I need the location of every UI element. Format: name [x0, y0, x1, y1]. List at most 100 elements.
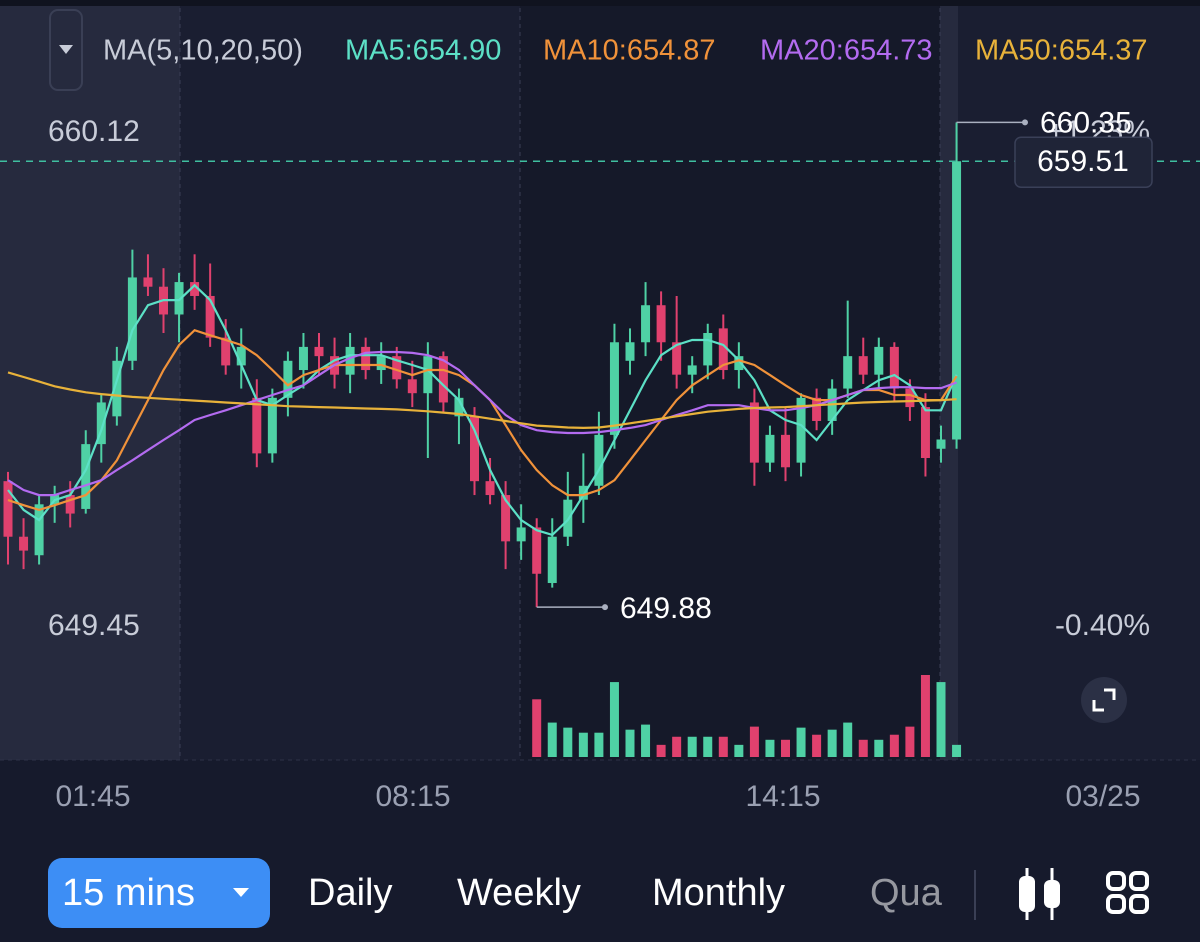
dropdown-box[interactable]	[49, 9, 83, 91]
candle-body	[174, 282, 184, 315]
candle-body	[703, 333, 713, 366]
candle-body	[656, 305, 666, 343]
candle-body	[283, 360, 293, 398]
ma-line	[7, 350, 957, 497]
candle-body	[423, 356, 433, 394]
candle-icon[interactable]	[1019, 868, 1060, 920]
volume-bar	[858, 739, 868, 757]
low-label: 649.88	[620, 592, 712, 625]
candle-body	[687, 365, 697, 375]
volume-bar	[703, 736, 713, 757]
icon-square	[1106, 871, 1126, 891]
volume-bar	[905, 726, 915, 757]
candle-body	[361, 346, 371, 371]
volume-bar	[532, 699, 542, 757]
candle-body	[718, 328, 728, 371]
volume-bar	[874, 739, 884, 757]
candle-body	[19, 536, 29, 551]
candle-body	[609, 342, 619, 435]
candle-body	[858, 356, 868, 375]
x-tick-label: 01:45	[55, 780, 130, 813]
candle-body	[470, 416, 479, 482]
volume-bar	[718, 736, 728, 757]
candle-body	[376, 356, 386, 371]
fullscreen-circle[interactable]	[1081, 677, 1127, 723]
candle-body	[96, 402, 106, 445]
candle-body	[796, 397, 806, 463]
volume-bar	[920, 675, 930, 757]
volume-bar	[827, 729, 837, 757]
icon-body	[1019, 876, 1035, 912]
interval-tab[interactable]: Daily	[308, 872, 392, 914]
candle-body	[298, 346, 308, 371]
candle-body	[221, 337, 231, 366]
candle-body	[392, 356, 402, 380]
candle-body	[65, 495, 75, 514]
interval-tab[interactable]: Monthly	[652, 872, 785, 914]
interval-tab[interactable]: Weekly	[457, 872, 581, 914]
volume-bar	[563, 727, 573, 757]
high-label: 660.35	[1040, 106, 1132, 139]
dropdown-caret	[59, 45, 73, 54]
candle-body	[578, 485, 588, 500]
x-tick-label: 03/25	[1065, 780, 1140, 813]
candle-body	[765, 434, 775, 463]
interval-tab[interactable]: Qua	[870, 872, 943, 914]
candle-body	[34, 504, 44, 556]
candle-body	[936, 439, 946, 449]
layout-icon[interactable]	[1106, 871, 1149, 914]
candle-body	[3, 481, 13, 537]
interval-tab-selected[interactable]: 15 mins	[62, 872, 195, 914]
volume-bar	[843, 722, 853, 757]
candle-body	[407, 379, 417, 394]
candle-body	[236, 346, 246, 366]
volume-bar	[889, 734, 899, 757]
icon-body	[1044, 880, 1060, 908]
volume-bar	[796, 727, 806, 757]
candle-body	[501, 495, 511, 542]
volume-bar	[656, 744, 666, 757]
candle-body	[485, 481, 495, 496]
last-price-tag	[1014, 136, 1153, 188]
ma-line	[7, 371, 957, 430]
icon-square	[1129, 894, 1149, 914]
candle-body	[112, 360, 122, 417]
candle-body	[190, 282, 200, 296]
candle-body	[252, 397, 262, 454]
candle-body	[314, 346, 324, 357]
candle-body	[734, 356, 744, 371]
candle-body	[454, 397, 464, 417]
legend-entry: MA5:654.90	[345, 35, 501, 67]
candle-body	[812, 397, 822, 421]
candle-body	[625, 342, 635, 361]
y-tick-label: 649.45	[48, 609, 140, 642]
candle-body	[516, 527, 526, 542]
candle-body	[952, 161, 962, 440]
volume-bar	[641, 724, 651, 757]
volume-bar	[781, 739, 790, 757]
candle-body	[749, 402, 759, 463]
legend-entry: MA10:654.87	[543, 35, 716, 67]
session-shade	[958, 0, 1200, 760]
selected-interval-bg[interactable]	[48, 858, 270, 928]
candle-body	[547, 536, 557, 584]
candle-body	[205, 295, 215, 338]
interval-caret	[233, 888, 249, 897]
candle-body	[672, 342, 682, 375]
candle-body	[843, 356, 853, 389]
volume-bar	[812, 734, 822, 757]
volume-bar	[952, 744, 962, 757]
volume-bar	[687, 736, 697, 757]
candle-body	[874, 346, 884, 375]
candle-body	[438, 356, 448, 403]
volume-bar	[672, 736, 682, 757]
indicator-dropdown[interactable]	[49, 9, 83, 91]
candle-body	[267, 397, 277, 454]
top-edge	[0, 0, 1200, 6]
volume-bar	[594, 732, 604, 757]
low-dot	[602, 604, 608, 611]
legend-entry: MA20:654.73	[760, 35, 933, 67]
fullscreen-button[interactable]	[1081, 677, 1127, 723]
x-tick-label: 08:15	[375, 780, 450, 813]
